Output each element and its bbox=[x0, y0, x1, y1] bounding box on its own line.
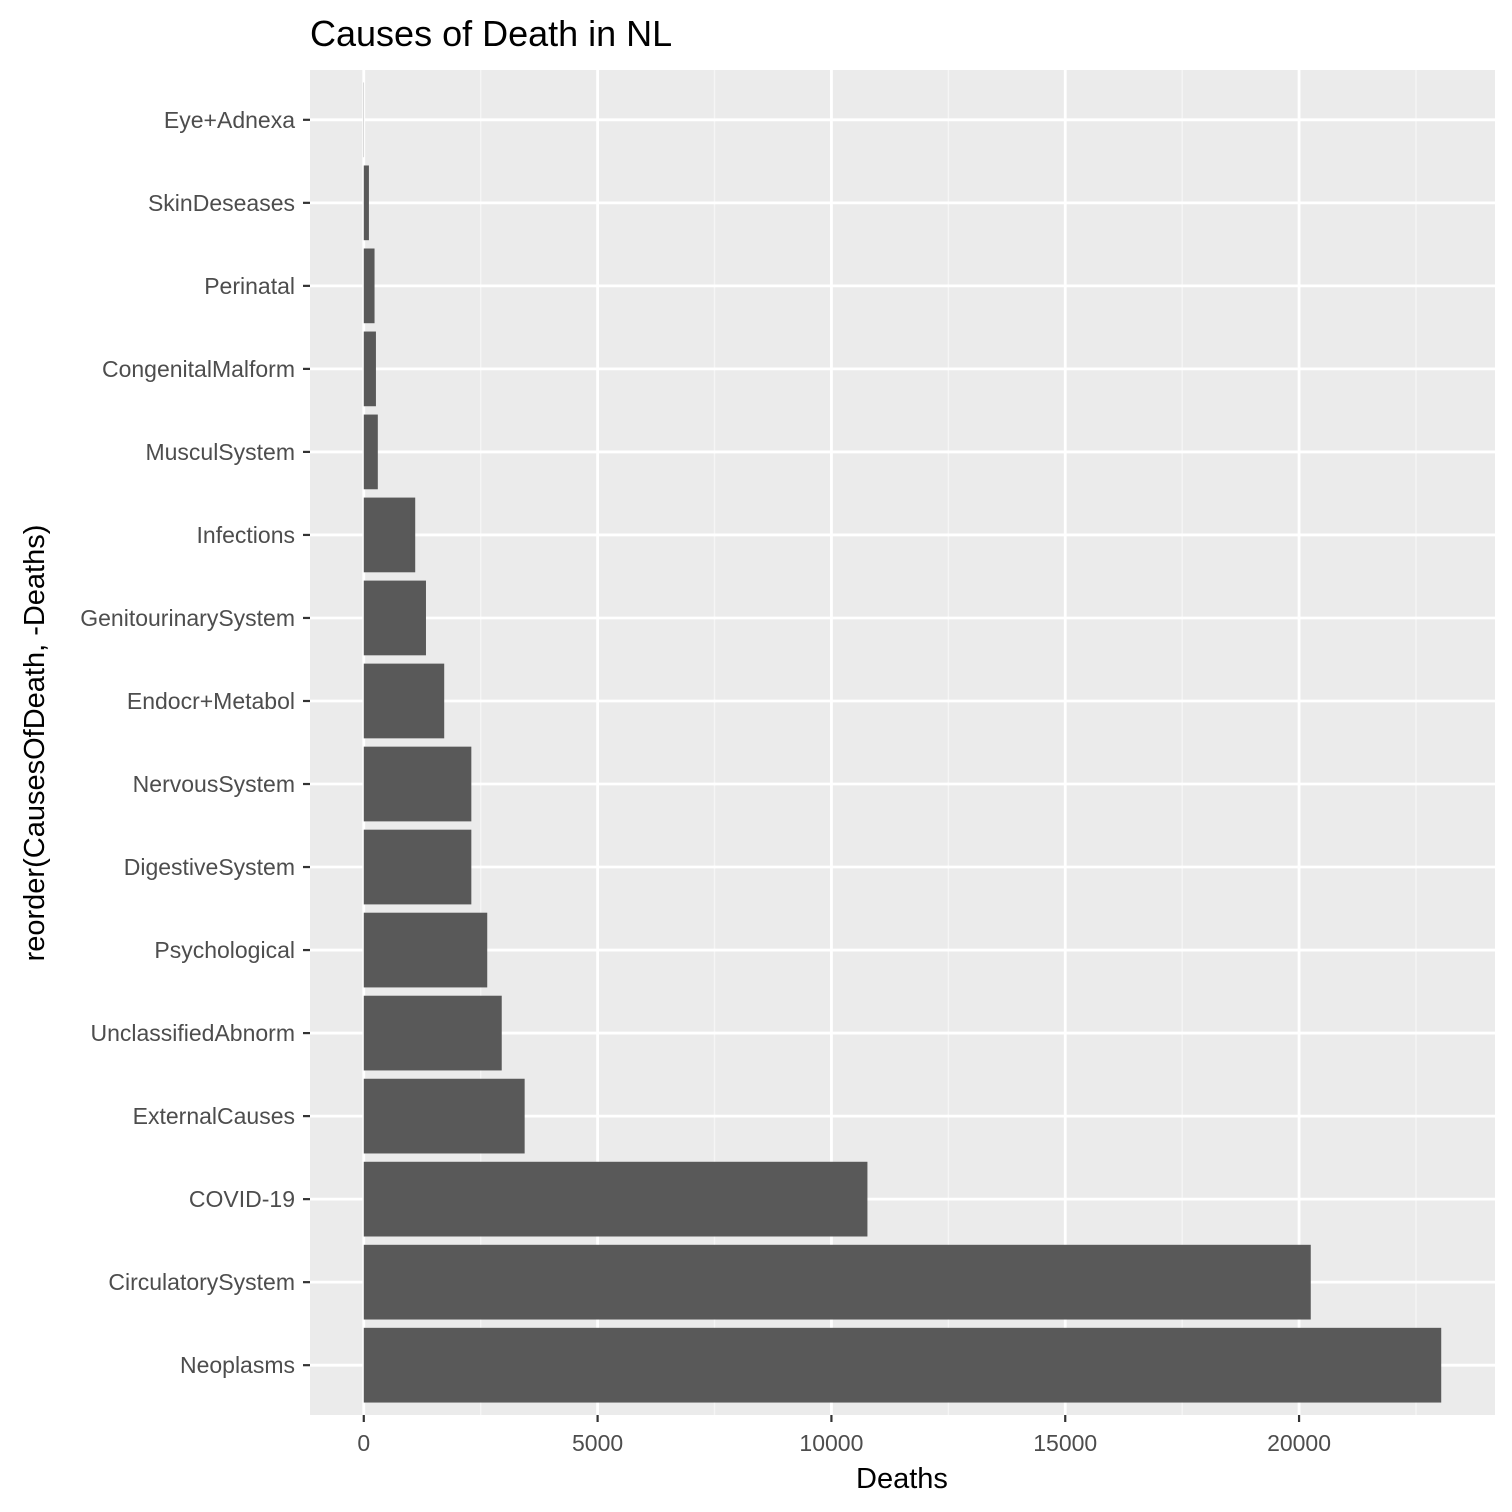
bar-nervoussystem bbox=[363, 746, 472, 822]
bar-digestivesystem bbox=[363, 829, 472, 905]
y-tick-label: Eye+Adnexa bbox=[164, 107, 295, 133]
x-tick-label: 5000 bbox=[572, 1430, 623, 1456]
bar-externalcauses bbox=[363, 1078, 525, 1154]
bar-circulatorysystem bbox=[363, 1244, 1311, 1320]
y-tick-label: DigestiveSystem bbox=[124, 854, 295, 880]
y-tick-label: NervousSystem bbox=[133, 771, 295, 797]
bar-endocr-metabol bbox=[363, 663, 445, 739]
bar-genitourinarysystem bbox=[363, 580, 426, 656]
bar-covid-19 bbox=[363, 1161, 868, 1237]
bar-musculsystem bbox=[363, 414, 378, 490]
y-axis-title: reorder(CausesOfDeath, -Deaths) bbox=[19, 525, 51, 962]
y-tick-label: ExternalCauses bbox=[133, 1103, 295, 1129]
y-tick-label: Neoplasms bbox=[180, 1352, 295, 1378]
y-tick-label: GenitourinarySystem bbox=[80, 605, 295, 631]
y-tick-label: COVID-19 bbox=[189, 1186, 295, 1212]
y-tick-label: Perinatal bbox=[204, 273, 295, 299]
bar-infections bbox=[363, 497, 416, 573]
x-tick-label: 15000 bbox=[1033, 1430, 1097, 1456]
y-tick-label: Infections bbox=[197, 522, 295, 548]
bar-unclassifiedabnorm bbox=[363, 995, 502, 1071]
bar-skindeseases bbox=[363, 165, 369, 241]
y-tick-label: UnclassifiedAbnorm bbox=[90, 1020, 295, 1046]
bar-congenitalmalform bbox=[363, 331, 376, 407]
x-tick-label: 20000 bbox=[1267, 1430, 1331, 1456]
bar-psychological bbox=[363, 912, 488, 988]
y-tick-label: SkinDeseases bbox=[148, 190, 295, 216]
chart-title: Causes of Death in NL bbox=[310, 13, 672, 54]
y-tick-label: CirculatorySystem bbox=[108, 1269, 295, 1295]
y-tick-label: Endocr+Metabol bbox=[127, 688, 295, 714]
x-tick-label: 0 bbox=[357, 1430, 370, 1456]
x-axis-title: Deaths bbox=[856, 1463, 948, 1495]
bar-perinatal bbox=[363, 248, 375, 324]
plot-area: Neoplasms CirculatorySystem COVID-19 Extern… bbox=[80, 70, 1495, 1456]
x-tick-label: 10000 bbox=[799, 1430, 863, 1456]
bar-neoplasms bbox=[363, 1327, 1442, 1403]
y-tick-label: Psychological bbox=[154, 937, 295, 963]
y-tick-label: MusculSystem bbox=[145, 439, 295, 465]
y-tick-label: CongenitalMalform bbox=[102, 356, 295, 382]
